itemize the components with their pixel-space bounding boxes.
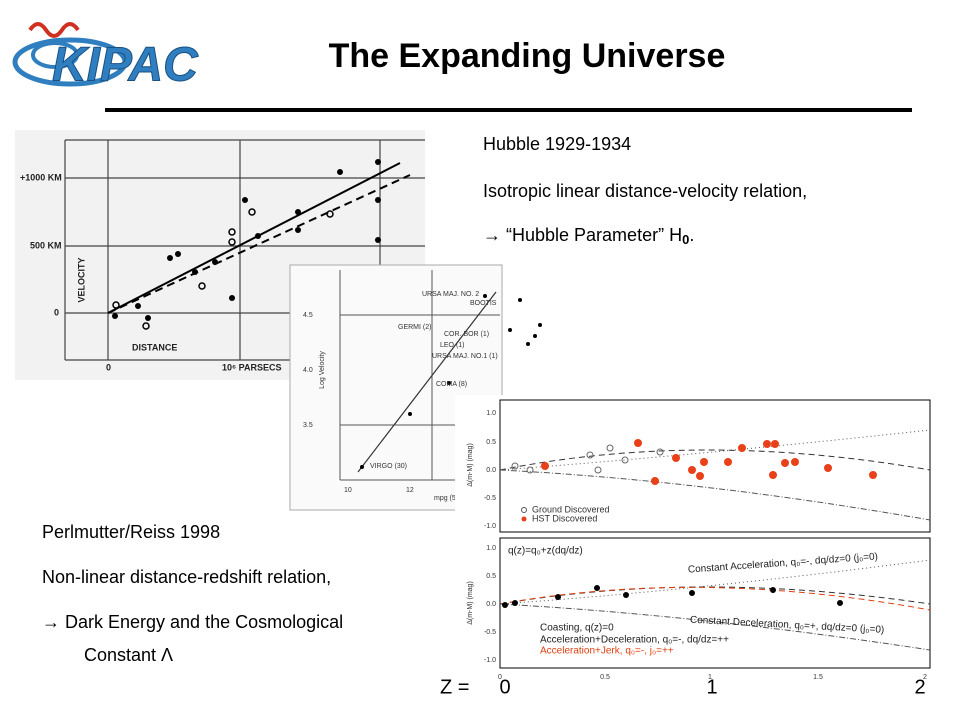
y-tick: 0.5 [486, 439, 496, 446]
curve-label: Coasting, q(z)=0 [540, 623, 614, 634]
redshift-tick: 1 [706, 676, 717, 698]
y-tick: 0.0 [486, 467, 496, 474]
x-tick: 0 [106, 362, 111, 372]
y-label: Δ(m-M) (mag) [467, 443, 474, 487]
cluster-label: URSA MAJ. NO.1 (1) [432, 353, 498, 360]
subscript: 0 [682, 232, 689, 247]
y-tick: 4.0 [303, 367, 313, 374]
perlmutter-line: Constant Λ [84, 645, 173, 665]
y-tick: -0.5 [484, 629, 496, 636]
y-tick: 500 KM [30, 240, 62, 250]
cluster-label: COR. BOR (1) [444, 331, 489, 338]
y-ticks-bottom: 1.0 0.5 0.0 -0.5 -1.0 [484, 545, 496, 664]
curve-label: Acceleration+Deceleration, q₀=-, dq/dz=+… [540, 635, 729, 646]
x-tick: 0 [498, 674, 502, 681]
y-label: VELOCITY [76, 257, 86, 302]
legend-entry: HST Discovered [532, 513, 597, 523]
model-label: q(z)=q₀+z(dq/dz) [508, 546, 583, 557]
cluster-label: COMA (8) [436, 381, 467, 388]
y-tick: 3.5 [303, 422, 313, 429]
hubble-line: Isotropic linear distance-velocity relat… [483, 181, 807, 201]
legend-entry: Ground Discovered [532, 504, 610, 514]
y-label: Log Velocity [319, 351, 326, 389]
figure-supernovae: Δ(m-M) (mag) Δ(m-M) (mag) 1.0 0.5 0.0 -0… [455, 395, 945, 690]
y-tick: -0.5 [484, 495, 496, 502]
cluster-label: URSA MAJ. NO. 2 [422, 291, 479, 298]
logo: KIPAC [12, 22, 200, 92]
y-tick: 4.5 [303, 312, 313, 319]
x-tick: 2 [923, 674, 927, 681]
cluster-label: LEO (1) [440, 342, 465, 349]
perlmutter-line: Non-linear distance-redshift relation, [42, 567, 331, 587]
y-tick: 1.0 [486, 410, 496, 417]
text: → “Hubble Parameter” H [483, 225, 682, 245]
y-tick: +1000 KM [20, 172, 62, 182]
title: The Expanding Universe [329, 37, 726, 75]
curve-label: Acceleration+Jerk, q₀=-, j₀=++ [540, 646, 674, 657]
perlmutter-line: → Dark Energy and the Cosmological [42, 612, 343, 632]
x-tick: 10 [344, 487, 352, 494]
y-tick: 0.5 [486, 573, 496, 580]
perlmutter-heading: Perlmutter/Reiss 1998 [42, 522, 220, 542]
logo-text: KIPAC [52, 39, 199, 92]
y-tick: 0 [54, 307, 59, 317]
cluster-label: VIRGO (30) [370, 463, 407, 470]
text: . [689, 225, 694, 245]
redshift-tick: 2 [914, 676, 925, 698]
y-tick: -1.0 [484, 523, 496, 530]
y-tick: 0.0 [486, 601, 496, 608]
y-label: Δ(m-M) (mag) [467, 581, 474, 625]
x-tick: 1 [708, 674, 712, 681]
redshift-prefix: Z = [440, 676, 469, 698]
x-tick: 12 [406, 487, 414, 494]
y-tick: 1.0 [486, 545, 496, 552]
redshift-tick: 0 [499, 676, 510, 698]
x-tick: 0.5 [600, 674, 610, 681]
x-label: DISTANCE [132, 342, 177, 352]
cluster-label: BOOTIS [470, 300, 497, 307]
hubble-heading: Hubble 1929-1934 [483, 134, 631, 154]
y-tick: -1.0 [484, 657, 496, 664]
hubble-line: → “Hubble Parameter” H0. [483, 225, 694, 248]
x-tick: 1.5 [813, 674, 823, 681]
cluster-label: GERMI (2) [398, 324, 431, 331]
y-ticks-top: 1.0 0.5 0.0 -0.5 -1.0 [484, 410, 496, 530]
x-label: mpg (5 [434, 495, 456, 502]
x-tick: 10⁶ PARSECS [222, 362, 282, 372]
